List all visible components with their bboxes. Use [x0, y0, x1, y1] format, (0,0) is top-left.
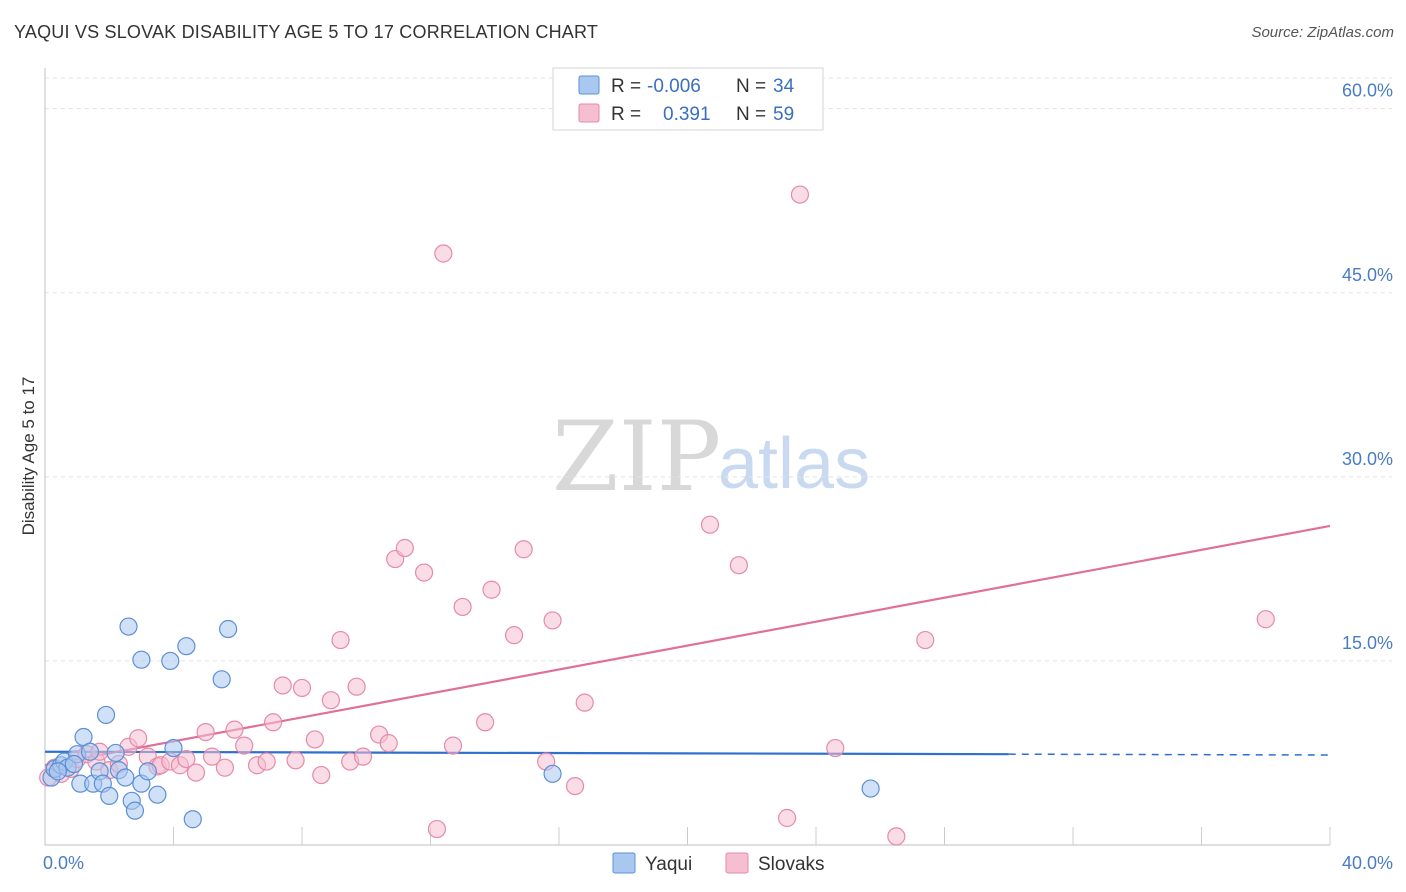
trendline-yaqui-extension: [1008, 753, 1331, 756]
point-slovaks-18: [186, 763, 206, 782]
legend-r-value-yaqui: -0.006: [647, 76, 701, 97]
bottom-legend-swatch-slovaks: [725, 852, 749, 874]
legend-swatch-yaqui: [578, 75, 600, 95]
point-slovaks-41: [414, 563, 434, 582]
bottom-legend-yaqui: Yaqui: [645, 854, 692, 875]
legend-swatch-slovaks: [578, 103, 600, 123]
point-slovaks-38: [379, 734, 398, 753]
point-yaqui-25: [177, 637, 196, 656]
point-slovaks-56: [777, 808, 797, 828]
point-yaqui-11: [96, 705, 116, 725]
point-slovaks-31: [312, 765, 331, 785]
legend-r-label-slovaks: R =: [611, 104, 641, 125]
y-tick-label-30: 30.0%: [1342, 449, 1393, 469]
point-yaqui-30: [861, 779, 880, 798]
point-slovaks-43: [434, 244, 453, 263]
point-slovaks-45: [453, 597, 472, 617]
point-slovaks-22: [225, 720, 244, 739]
point-yaqui-28: [219, 619, 238, 639]
point-yaqui-22: [148, 785, 167, 804]
point-yaqui-26: [183, 810, 202, 829]
point-slovaks-21: [215, 758, 234, 777]
y-tick-label-15: 15.0%: [1342, 633, 1393, 653]
point-yaqui-21: [138, 762, 157, 781]
point-slovaks-49: [514, 540, 533, 559]
point-yaqui-13: [106, 743, 125, 763]
point-slovaks-46: [476, 713, 495, 732]
point-slovaks-57: [790, 185, 810, 204]
point-yaqui-20: [132, 650, 151, 669]
stats-legend: R = -0.006 N = 34 R = 0.391 N = 59: [552, 67, 824, 131]
point-yaqui-12: [100, 786, 119, 806]
point-slovaks-29: [292, 678, 312, 698]
point-slovaks-30: [305, 730, 324, 749]
legend-r-label-yaqui: R =: [611, 76, 641, 97]
data-points: [39, 185, 1275, 846]
x-tick-label-max: 40.0%: [1342, 853, 1393, 873]
point-slovaks-35: [347, 677, 366, 696]
point-slovaks-44: [443, 736, 463, 755]
point-yaqui-29: [543, 764, 562, 783]
point-yaqui-15: [116, 768, 135, 787]
point-slovaks-23: [235, 736, 254, 755]
point-slovaks-36: [353, 747, 373, 766]
point-yaqui-33: [80, 742, 100, 761]
legend-n-value-slovaks: 59: [773, 104, 794, 125]
series-legend: Yaqui Slovaks: [612, 852, 825, 875]
point-slovaks-58: [826, 738, 845, 758]
point-slovaks-55: [729, 556, 749, 575]
point-slovaks-47: [482, 580, 501, 599]
legend-n-value-yaqui: 34: [773, 76, 795, 97]
point-yaqui-32: [64, 754, 84, 774]
point-slovaks-17: [177, 749, 196, 769]
legend-n-label-yaqui: N =: [736, 76, 766, 97]
point-slovaks-53: [575, 693, 594, 712]
chart-title: YAQUI VS SLOVAK DISABILITY AGE 5 TO 17 C…: [14, 22, 599, 42]
point-slovaks-48: [504, 626, 524, 645]
point-slovaks-33: [331, 630, 350, 650]
y-tick-label-45: 45.0%: [1342, 265, 1393, 285]
point-yaqui-27: [212, 670, 231, 689]
watermark-atlas: atlas: [718, 424, 870, 504]
point-yaqui-31: [48, 762, 67, 781]
point-yaqui-23: [161, 651, 180, 671]
point-slovaks-52: [565, 776, 585, 796]
point-slovaks-40: [395, 538, 414, 558]
point-slovaks-26: [263, 713, 283, 732]
y-axis-label: Disability Age 5 to 17: [19, 377, 38, 536]
point-slovaks-27: [273, 676, 292, 695]
point-slovaks-51: [543, 611, 562, 630]
point-slovaks-11: [129, 729, 148, 748]
point-slovaks-19: [196, 722, 215, 742]
point-slovaks-54: [700, 515, 720, 534]
x-tick-label-min: 0.0%: [43, 853, 84, 873]
legend-n-label-slovaks: N =: [736, 104, 766, 125]
point-slovaks-42: [427, 819, 447, 839]
watermark-zip: ZIP: [552, 401, 721, 513]
point-slovaks-32: [321, 691, 341, 710]
point-slovaks-20: [202, 747, 222, 766]
point-slovaks-25: [257, 752, 276, 771]
source-label: Source: ZipAtlas.com: [1251, 24, 1394, 41]
point-yaqui-18: [125, 801, 145, 820]
point-yaqui-24: [164, 738, 183, 758]
bottom-legend-swatch-yaqui: [612, 852, 636, 874]
y-tick-label-60: 60.0%: [1342, 81, 1393, 101]
bottom-legend-slovaks: Slovaks: [758, 854, 825, 875]
point-slovaks-61: [1256, 610, 1275, 629]
point-slovaks-28: [286, 751, 305, 770]
grid-lines: [45, 77, 1392, 662]
tick-labels: 15.0% 30.0% 45.0% 60.0% 0.0% 40.0%: [43, 81, 1393, 873]
point-yaqui-16: [119, 617, 138, 636]
trendline-slovaks: [44, 524, 1331, 767]
legend-r-value-slovaks: 0.391: [663, 104, 711, 125]
point-slovaks-59: [887, 827, 906, 846]
point-slovaks-60: [916, 630, 935, 650]
